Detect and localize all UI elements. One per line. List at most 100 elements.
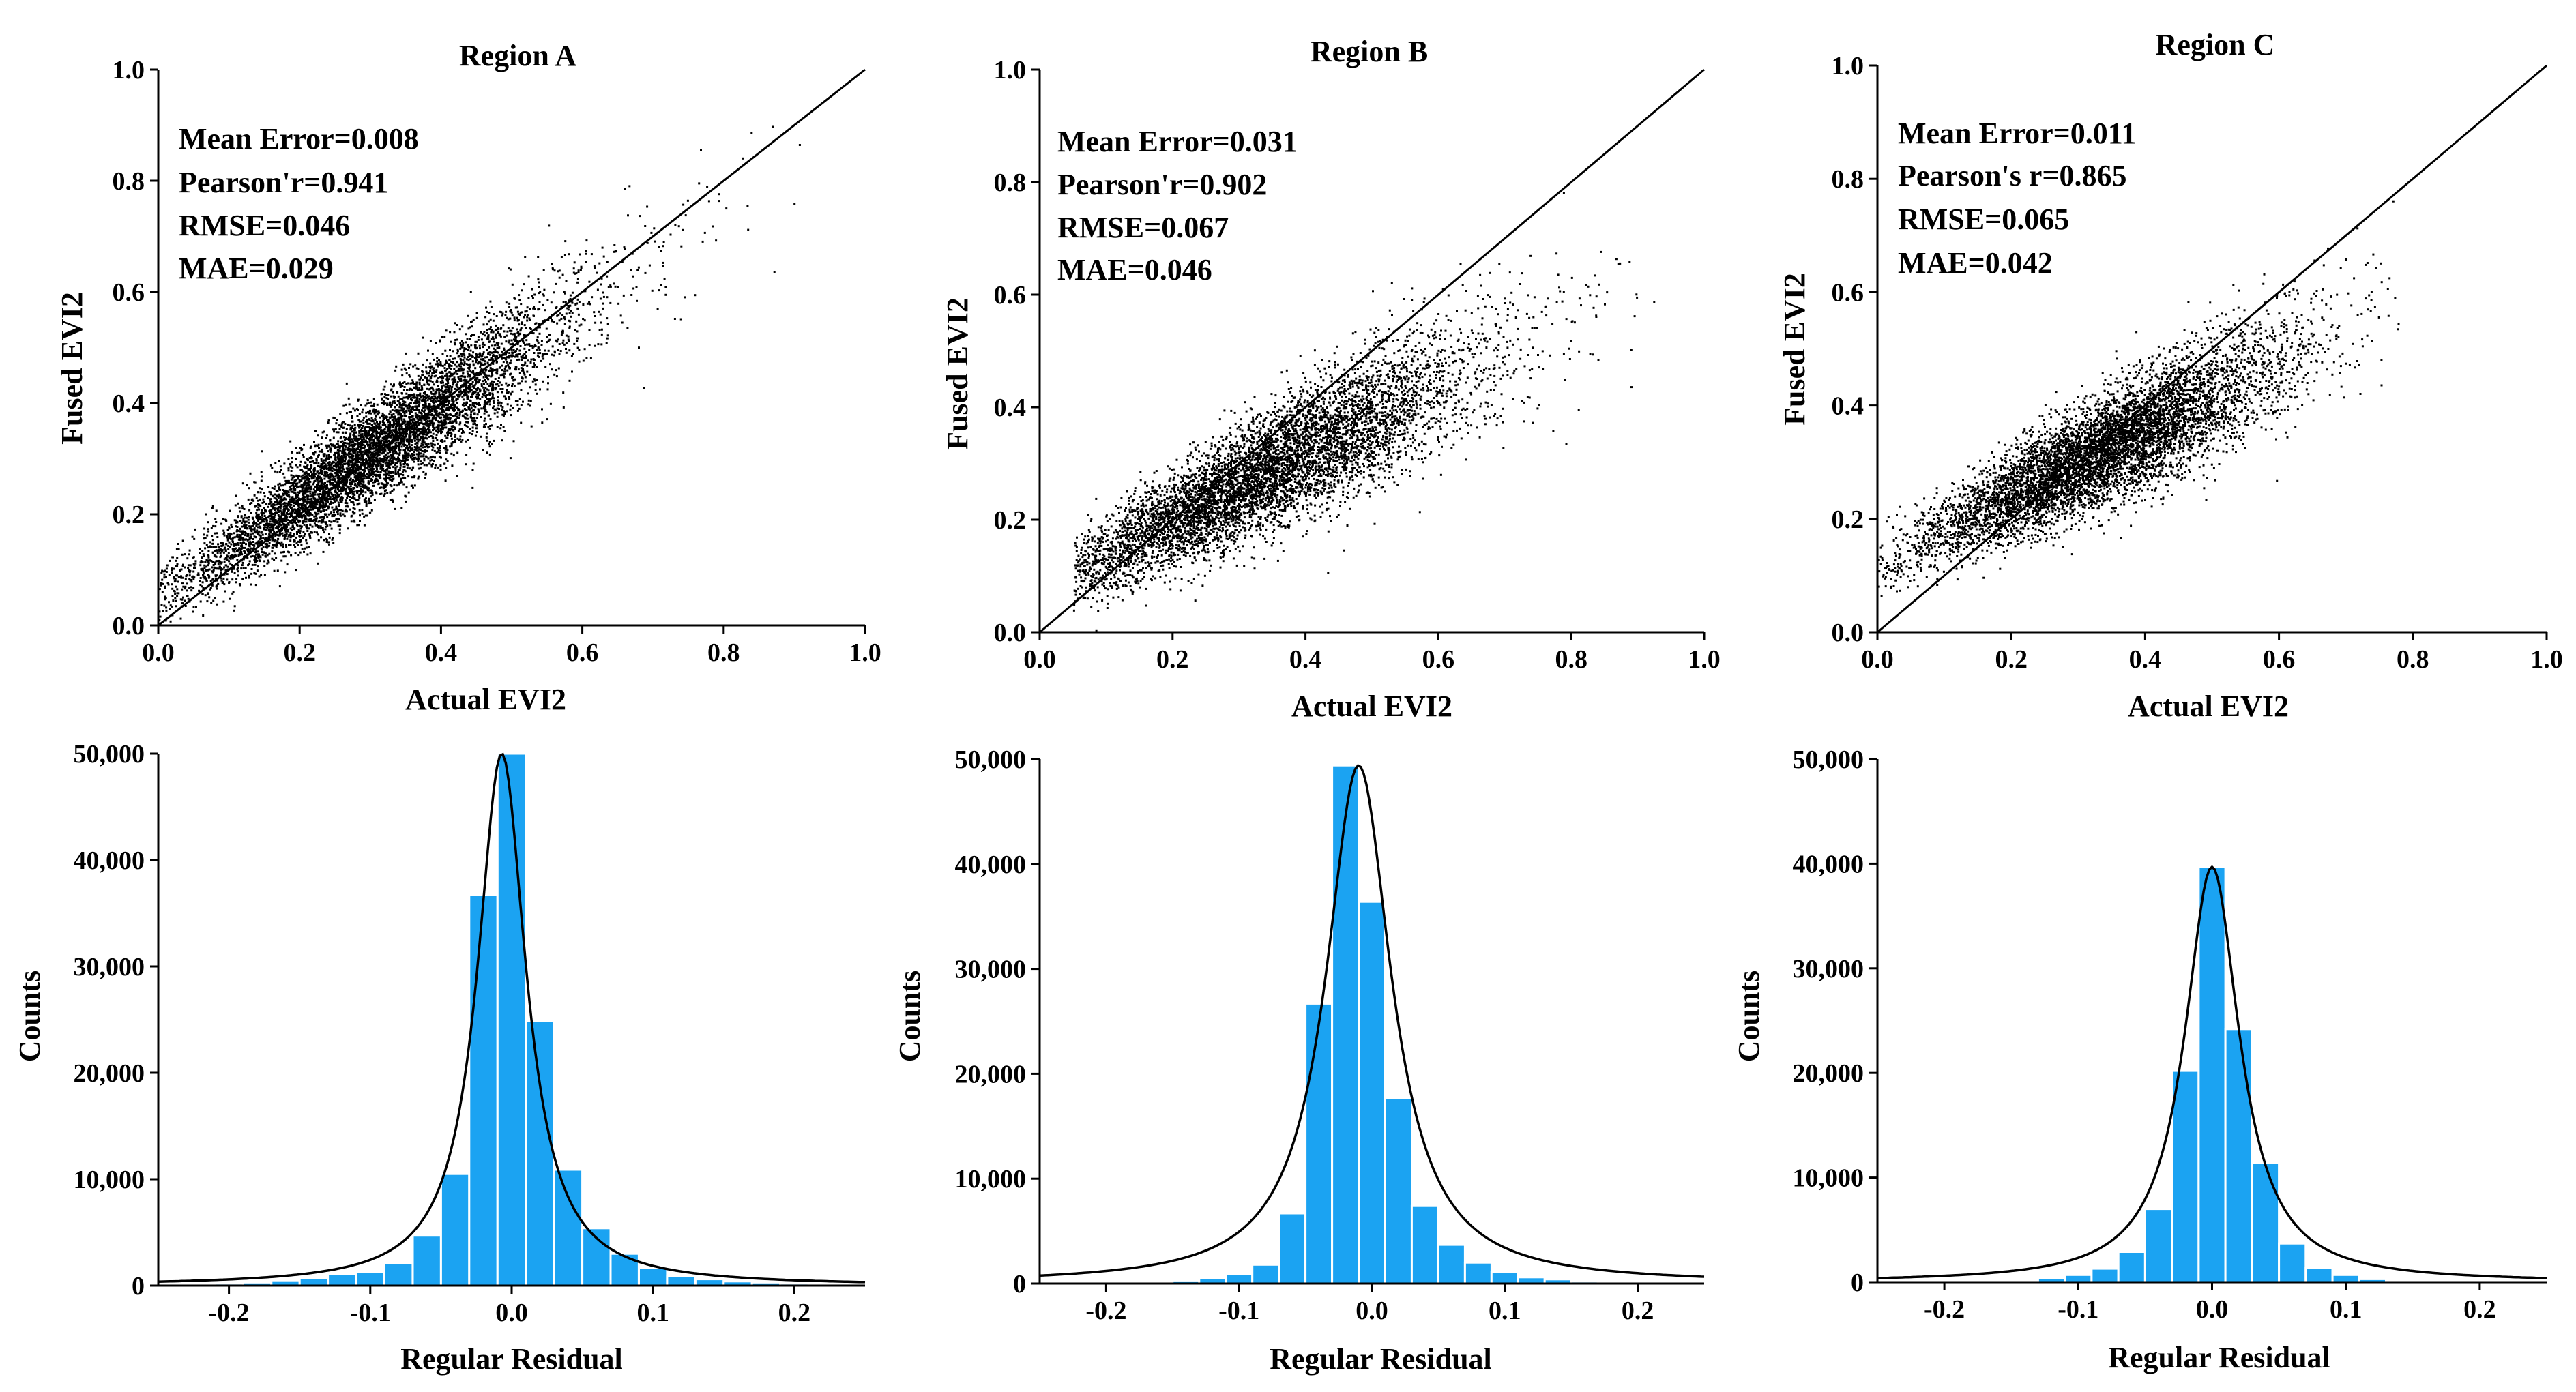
scatter-point [441,385,443,388]
scatter-point [623,246,626,249]
scatter-point [475,353,478,355]
scatter-point [323,477,326,480]
scatter-point [276,512,278,514]
scatter-point [366,421,368,424]
scatter-point [441,428,444,431]
scatter-point [472,351,475,354]
scatter-point [310,465,313,468]
scatter-point [644,271,647,274]
scatter-point [251,528,254,531]
scatter-point [218,548,220,551]
scatter-point [254,542,257,545]
scatter-point [557,314,560,316]
scatter-point [466,426,469,428]
scatter-point [404,477,407,479]
scatter-point [321,436,323,439]
scatter-point [187,567,190,569]
scatter-point [433,358,435,361]
scatter-point [369,489,372,492]
scatter-point [330,512,332,515]
scatter-point [241,507,244,510]
scatter-point [323,453,325,456]
scatter-point [438,455,441,458]
scatter-point [514,340,516,342]
scatter-point [469,446,471,449]
scatter-point [537,341,540,344]
scatter-point [318,509,321,512]
scatter-point [297,494,299,497]
scatter-point [288,495,291,498]
scatter-point [531,332,533,334]
scatter-point [384,449,387,452]
scatter-point [460,353,463,355]
scatter-point [422,428,425,430]
scatter-point [175,585,177,588]
scatter-point [435,426,438,429]
scatter-point [280,505,282,507]
scatter-point [405,433,407,436]
scatter-point [402,432,405,435]
scatter-point [437,442,439,445]
scatter-point [306,509,309,512]
scatter-point [282,551,284,554]
scatter-point [328,461,331,464]
scatter-point [222,542,224,545]
scatter-point [338,480,340,483]
scatter-point [404,451,407,454]
scatter-point [373,447,376,450]
scatter-point [330,449,332,451]
scatter-point [278,534,281,537]
scatter-point [202,587,205,589]
scatter-point [474,367,477,370]
scatter-point [362,447,364,449]
scatter-point [281,532,284,535]
scatter-point [606,261,609,263]
scatter-point [517,368,520,371]
scatter-point [304,516,307,518]
scatter-point [362,469,364,471]
scatter-point [402,473,405,476]
scatter-point [374,417,377,420]
scatter-point [320,458,323,460]
scatter-point [445,378,448,381]
scatter-point [310,497,313,500]
scatter-point [411,449,413,451]
scatter-point [418,411,421,414]
scatter-point [358,497,361,499]
scatter-point [316,484,318,486]
scatter-point [497,396,499,398]
scatter-point [283,520,286,522]
scatter-point [516,359,518,361]
scatter-point [313,500,316,502]
scatter-point [493,402,495,404]
scatter-point [462,398,465,401]
scatter-point [271,557,274,560]
scatter-point [648,264,651,267]
scatter-point [189,564,192,567]
scatter-point [420,376,422,379]
scatter-point [372,408,375,411]
scatter-point [509,268,512,271]
scatter-point [444,447,447,449]
scatter-point [416,434,419,436]
scatter-point [284,479,287,482]
scatter-point [286,513,289,516]
scatter-point [379,457,381,460]
scatter-point [297,497,300,500]
scatter-point [408,437,411,440]
scatter-point [408,436,411,439]
scatter-point [408,367,410,369]
scatter-point [299,520,302,523]
scatter-point [573,261,576,264]
scatter-point [249,472,252,475]
scatter-point [432,426,435,428]
scatter-point [347,462,350,465]
scatter-point [278,518,280,520]
scatter-point [190,580,193,583]
scatter-point [564,254,566,256]
scatter-point [542,269,545,271]
scatter-point [522,400,524,403]
scatter-point [321,527,324,529]
scatter-point [330,520,333,523]
scatter-point [435,451,438,454]
